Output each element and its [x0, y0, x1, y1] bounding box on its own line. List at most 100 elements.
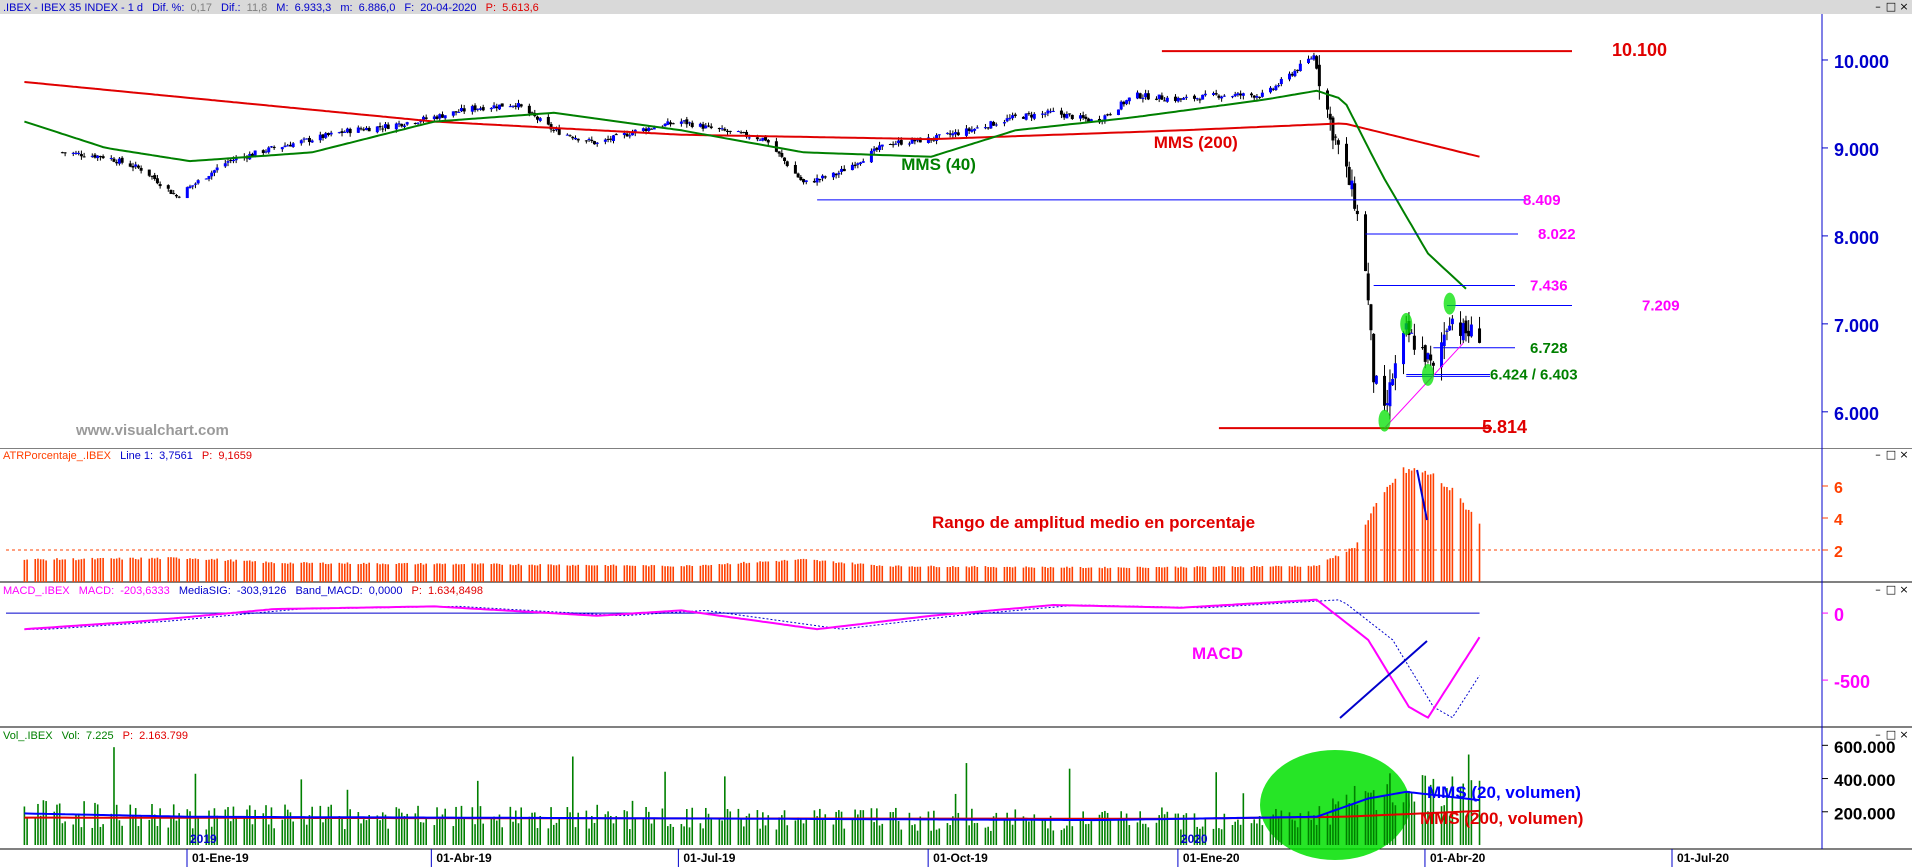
atr-bar: [1451, 487, 1454, 582]
volume-bar: [762, 812, 764, 845]
price-candle: [1388, 369, 1392, 420]
price-candle: [761, 137, 765, 142]
candle-body: [821, 175, 825, 179]
candle-body: [229, 159, 233, 161]
macd-minimize-button[interactable]: –: [1875, 583, 1881, 596]
vol-minimize-button[interactable]: –: [1875, 728, 1881, 741]
volume-bar: [444, 808, 446, 845]
price-candle: [234, 155, 238, 164]
candle-body: [386, 124, 390, 129]
atr-bar: [571, 564, 574, 582]
price-candle: [1393, 355, 1397, 391]
atr-bar: [1185, 567, 1188, 582]
volume-bar: [1296, 827, 1299, 845]
candle-body: [671, 123, 675, 125]
price-close-button[interactable]: ×: [1899, 0, 1909, 13]
candle-body: [234, 157, 238, 161]
candle-body: [478, 108, 482, 110]
candle-body: [1021, 116, 1025, 119]
atr-bar: [604, 564, 607, 582]
price-candle: [90, 153, 94, 158]
vol-restore-button[interactable]: □: [1885, 728, 1897, 741]
volume-bar: [170, 817, 172, 845]
atr-bar: [609, 565, 612, 582]
atr-bar: [870, 564, 873, 582]
atr-bar: [441, 564, 444, 582]
price-candle: [348, 127, 352, 137]
macd-close-button[interactable]: ×: [1899, 583, 1909, 596]
candle-body: [1062, 113, 1066, 118]
atr-bar: [957, 566, 960, 582]
atr-bar: [262, 562, 265, 582]
atr-bar: [1432, 473, 1435, 582]
candle-body: [859, 162, 863, 164]
volume-bar: [400, 812, 403, 845]
volume-bar: [1174, 813, 1177, 845]
atr-close-button[interactable]: ×: [1899, 448, 1909, 461]
candle-body: [899, 139, 903, 145]
atr-bar: [210, 558, 213, 582]
price-minimize-button[interactable]: –: [1875, 0, 1881, 13]
volume-bar: [501, 827, 504, 845]
volume-bar: [327, 806, 330, 845]
macd-restore-button[interactable]: □: [1885, 583, 1897, 596]
price-candle: [1374, 375, 1378, 385]
price-candle: [568, 134, 572, 137]
candle-body: [1176, 97, 1180, 102]
volume-bar: [1459, 787, 1462, 845]
candle-body: [918, 137, 922, 143]
candle-body: [745, 131, 749, 137]
candle-body: [1249, 93, 1253, 96]
candle-body: [1347, 166, 1351, 185]
price-candle: [492, 102, 496, 109]
atr-bar: [927, 566, 930, 582]
price-candle: [191, 185, 195, 190]
atr-minimize-button[interactable]: –: [1875, 448, 1881, 461]
candle-body: [823, 176, 827, 178]
candle-body: [992, 121, 996, 126]
volume-bar: [585, 810, 588, 845]
atr-bar: [1372, 506, 1375, 582]
volume-bar: [596, 804, 599, 845]
atr-bar: [954, 567, 957, 582]
atr-bar: [189, 558, 191, 582]
vol-close-button[interactable]: ×: [1899, 728, 1909, 741]
atr-restore-button[interactable]: □: [1885, 448, 1897, 461]
price-candle: [1423, 344, 1427, 369]
volume-bar: [1196, 826, 1198, 845]
price-y-tick-label: 9.000: [1834, 140, 1879, 160]
volume-bar: [593, 822, 596, 845]
volume-bar: [702, 828, 704, 845]
atr-bar: [900, 566, 903, 582]
candle-body: [1081, 115, 1085, 118]
volume-bar: [786, 825, 789, 845]
price-candle: [1260, 89, 1264, 98]
volume-bar: [514, 810, 517, 845]
atr-bar: [246, 560, 248, 582]
candle-body: [1345, 143, 1349, 167]
atr-bar: [1334, 555, 1337, 582]
price-candle: [1255, 93, 1259, 101]
volume-bar: [433, 825, 436, 845]
candle-body: [115, 162, 119, 164]
atr-bar: [1459, 498, 1462, 582]
price-candle: [1450, 315, 1454, 331]
candle-body: [169, 189, 173, 194]
price-last-label: P:: [486, 2, 496, 14]
candle-body: [1464, 320, 1468, 334]
price-candle: [576, 138, 580, 143]
volume-bar: [403, 816, 406, 845]
volume-bar: [919, 816, 922, 845]
candle-body: [1059, 110, 1063, 115]
candle-body: [869, 150, 873, 163]
price-candle: [288, 141, 292, 147]
candle-body: [443, 115, 447, 119]
price-restore-button[interactable]: □: [1885, 0, 1897, 13]
atr-bar: [471, 563, 474, 582]
atr-bar: [414, 564, 417, 582]
price-candle: [1173, 94, 1177, 103]
price-candle: [1287, 71, 1291, 82]
candle-body: [291, 143, 295, 148]
atr-bar: [99, 558, 102, 582]
atr-bar: [1049, 566, 1052, 582]
